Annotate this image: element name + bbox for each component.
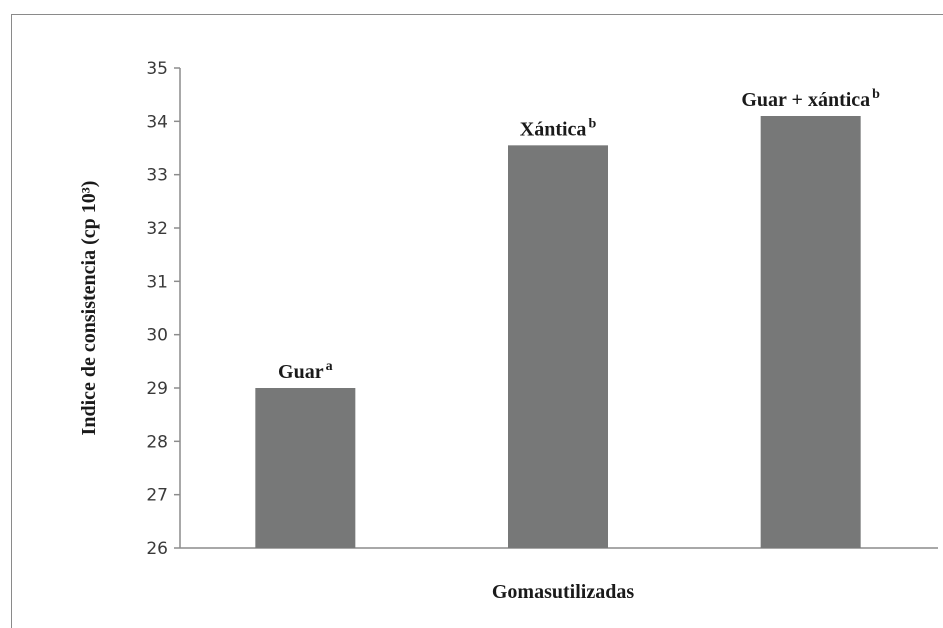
- y-tick-label: 32: [146, 219, 168, 239]
- y-tick-label: 31: [146, 272, 168, 292]
- y-tick-label: 30: [146, 326, 168, 346]
- bar-category-name: Guar + xántica: [741, 89, 870, 111]
- y-tick-label: 34: [146, 112, 168, 132]
- bar-category-name: Guar: [278, 361, 324, 383]
- y-tick-label: 33: [146, 166, 168, 186]
- bars: [255, 116, 861, 549]
- bar-significance-superscript: b: [872, 87, 880, 102]
- bar-significance-superscript: b: [588, 116, 596, 131]
- y-tick-label: 29: [146, 379, 168, 399]
- y-tick-label: 26: [146, 539, 168, 559]
- bar-category-label: Xántica b: [520, 116, 597, 140]
- bar: [760, 116, 861, 548]
- bar: [508, 145, 608, 549]
- bar-category-label: Guar + xántica b: [741, 87, 880, 111]
- y-axis-title: Indice de consistencia (cp 10³): [78, 181, 100, 436]
- x-axis-title: Gomasutilizadas: [492, 581, 634, 603]
- y-ticks: 26 27 28 29 30 31 32 33 34 35: [146, 59, 180, 559]
- bar-category-name: Xántica: [520, 118, 587, 140]
- y-tick-label: 35: [146, 59, 168, 79]
- bar-significance-superscript: a: [326, 359, 333, 374]
- bar: [255, 388, 356, 548]
- bar-category-label: Guar a: [278, 359, 333, 383]
- y-tick-label: 27: [146, 486, 168, 506]
- y-tick-label: 28: [146, 432, 168, 452]
- chart-frame: [11, 14, 943, 628]
